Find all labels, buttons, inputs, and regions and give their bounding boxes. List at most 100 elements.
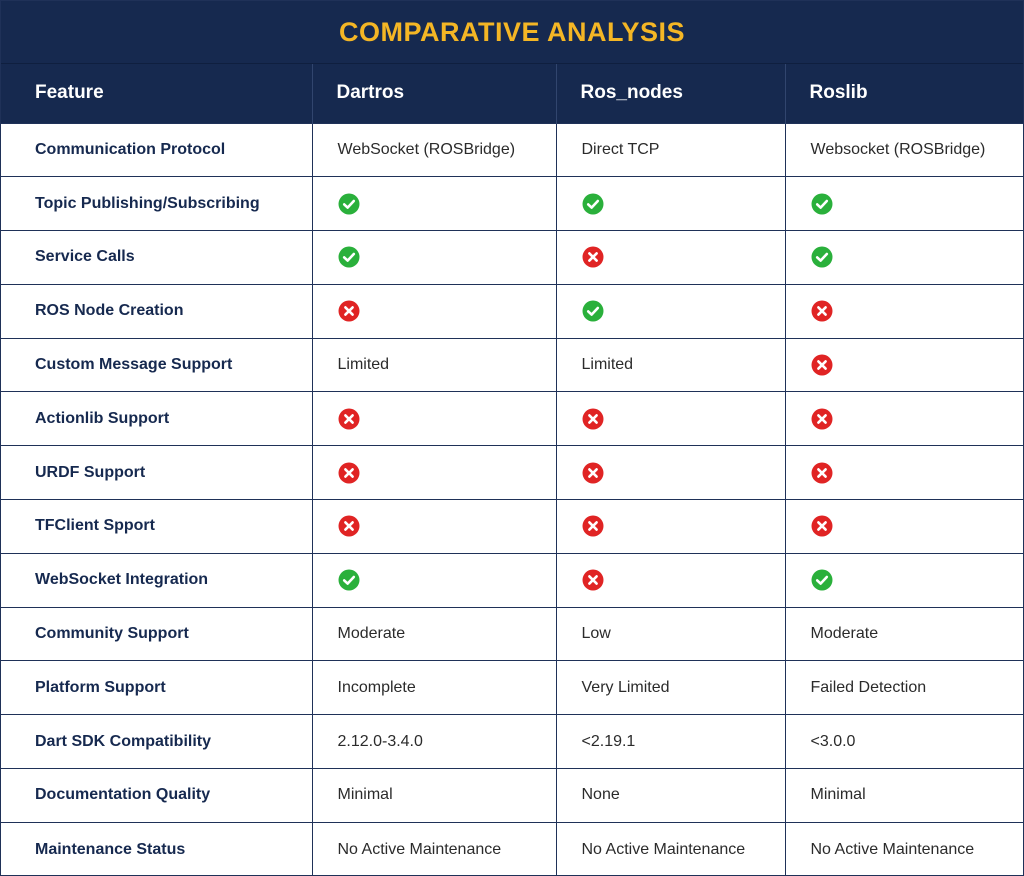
check-icon: [811, 193, 833, 215]
header-feature: Feature: [1, 64, 313, 123]
cell-roslib: Failed Detection: [785, 660, 1023, 715]
cell-dartros: [312, 230, 557, 285]
table-row: Dart SDK Compatibility 2.12.0-3.4.0 <2.19.…: [1, 714, 1023, 769]
cross-icon: [338, 515, 360, 537]
cell-roslib: [785, 499, 1023, 554]
cell-ros-nodes: <2.19.1: [556, 714, 786, 769]
header-ros-nodes: Ros_nodes: [556, 64, 786, 123]
check-icon: [338, 246, 360, 268]
check-icon: [811, 569, 833, 591]
cross-icon: [582, 462, 604, 484]
feature-label: TFClient Spport: [1, 499, 313, 554]
cell-ros-nodes: None: [556, 768, 786, 823]
cell-roslib: [785, 445, 1023, 500]
cell-dartros: [312, 176, 557, 231]
check-icon: [338, 193, 360, 215]
title-bar: COMPARATIVE ANALYSIS: [1, 1, 1023, 64]
cell-roslib: [785, 337, 1023, 392]
cell-dartros: [312, 499, 557, 554]
feature-label: Maintenance Status: [1, 821, 313, 876]
cell-dartros: WebSocket (ROSBridge): [312, 122, 557, 177]
cell-ros-nodes: [556, 499, 786, 554]
table-row: Maintenance Status No Active Maintenance N…: [1, 821, 1023, 876]
feature-label: Service Calls: [1, 230, 313, 285]
cell-roslib: <3.0.0: [785, 714, 1023, 769]
table-row: Platform Support Incomplete Very Limited Fa…: [1, 660, 1023, 715]
cell-ros-nodes: [556, 230, 786, 285]
table-row: Actionlib Support: [1, 391, 1023, 446]
cell-ros-nodes: Direct TCP: [556, 122, 786, 177]
cross-icon: [582, 408, 604, 430]
cross-icon: [338, 462, 360, 484]
feature-label: Communication Protocol: [1, 122, 313, 177]
feature-label: Dart SDK Compatibility: [1, 714, 313, 769]
cell-dartros: Limited: [312, 337, 557, 392]
cross-icon: [811, 462, 833, 484]
cross-icon: [811, 515, 833, 537]
header-dartros: Dartros: [312, 64, 557, 123]
table-row: Custom Message Support Limited Limited: [1, 337, 1023, 392]
cell-ros-nodes: [556, 445, 786, 500]
feature-label: Documentation Quality: [1, 768, 313, 823]
cell-roslib: No Active Maintenance: [785, 821, 1023, 876]
cell-ros-nodes: No Active Maintenance: [556, 821, 786, 876]
table-row: TFClient Spport: [1, 499, 1023, 554]
cross-icon: [811, 354, 833, 376]
cell-dartros: [312, 445, 557, 500]
feature-label: Community Support: [1, 606, 313, 661]
table-row: URDF Support: [1, 445, 1023, 500]
cell-ros-nodes: Low: [556, 606, 786, 661]
cell-roslib: [785, 391, 1023, 446]
cross-icon: [582, 515, 604, 537]
feature-label: ROS Node Creation: [1, 283, 313, 339]
cell-roslib: Moderate: [785, 606, 1023, 661]
feature-label: Custom Message Support: [1, 337, 313, 392]
comparison-table: Feature Dartros Ros_nodes Roslib Communi…: [1, 64, 1023, 876]
feature-label: Platform Support: [1, 660, 313, 715]
table-row: WebSocket Integration: [1, 552, 1023, 608]
cell-roslib: [785, 552, 1023, 608]
table-body: Communication Protocol WebSocket (ROSBrid…: [1, 122, 1023, 876]
cell-dartros: [312, 283, 557, 339]
cell-ros-nodes: [556, 552, 786, 608]
cell-ros-nodes: Very Limited: [556, 660, 786, 715]
cross-icon: [338, 408, 360, 430]
cell-dartros: [312, 391, 557, 446]
check-icon: [811, 246, 833, 268]
table-row: Documentation Quality Minimal None Minimal: [1, 768, 1023, 823]
feature-label: WebSocket Integration: [1, 552, 313, 608]
cell-ros-nodes: [556, 176, 786, 231]
feature-label: Actionlib Support: [1, 391, 313, 446]
table-row: Community Support Moderate Low Moderate: [1, 606, 1023, 661]
cell-ros-nodes: [556, 391, 786, 446]
feature-label: URDF Support: [1, 445, 313, 500]
table-row: Topic Publishing/Subscribing: [1, 176, 1023, 231]
cross-icon: [338, 300, 360, 322]
table-row: ROS Node Creation: [1, 283, 1023, 339]
cell-roslib: [785, 283, 1023, 339]
cross-icon: [811, 408, 833, 430]
cell-ros-nodes: Limited: [556, 337, 786, 392]
cross-icon: [582, 246, 604, 268]
check-icon: [338, 569, 360, 591]
cell-roslib: Websocket (ROSBridge): [785, 122, 1023, 177]
cross-icon: [582, 569, 604, 591]
cell-dartros: Minimal: [312, 768, 557, 823]
cell-roslib: [785, 230, 1023, 285]
table-row: Communication Protocol WebSocket (ROSBrid…: [1, 122, 1023, 177]
cross-icon: [811, 300, 833, 322]
cell-ros-nodes: [556, 283, 786, 339]
feature-label: Topic Publishing/Subscribing: [1, 176, 313, 231]
table-row: Service Calls: [1, 230, 1023, 285]
header-roslib: Roslib: [785, 64, 1023, 123]
cell-roslib: [785, 176, 1023, 231]
cell-dartros: Moderate: [312, 606, 557, 661]
cell-roslib: Minimal: [785, 768, 1023, 823]
check-icon: [582, 300, 604, 322]
cell-dartros: No Active Maintenance: [312, 821, 557, 876]
cell-dartros: 2.12.0-3.4.0: [312, 714, 557, 769]
page-title: COMPARATIVE ANALYSIS: [338, 16, 686, 47]
cell-dartros: Incomplete: [312, 660, 557, 715]
cell-dartros: [312, 552, 557, 608]
